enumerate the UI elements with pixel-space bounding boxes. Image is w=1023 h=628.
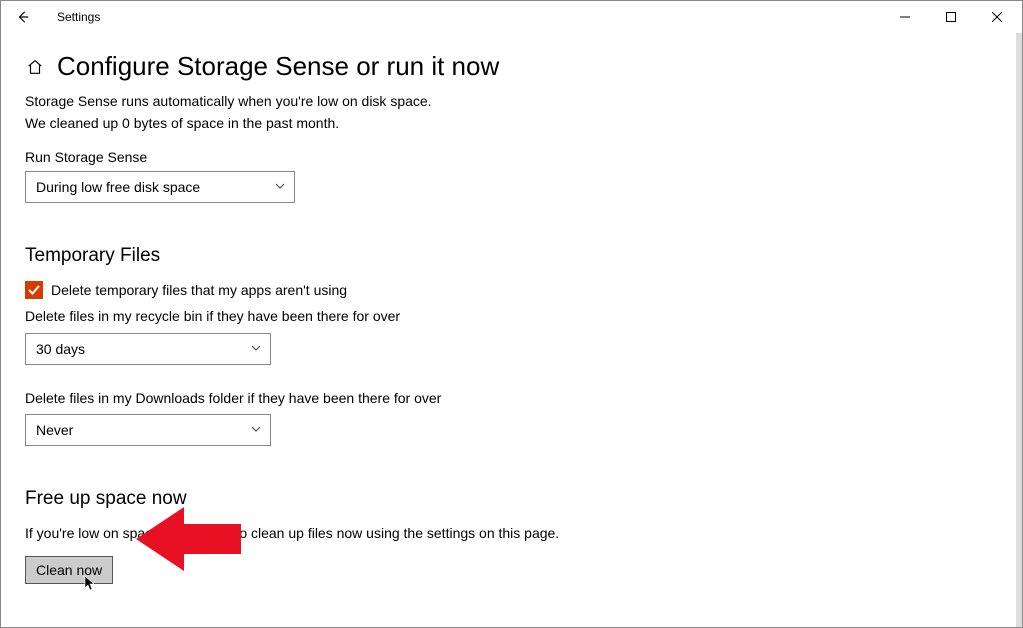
run-storage-sense-dropdown[interactable]: During low free disk space [25, 171, 295, 203]
back-arrow-icon [16, 10, 30, 24]
downloads-value: Never [36, 422, 73, 438]
settings-window: Settings Configure Storage Sense or run … [0, 0, 1023, 628]
minimize-button[interactable] [882, 2, 928, 32]
recycle-bin-value: 30 days [36, 341, 85, 357]
chevron-down-icon [250, 422, 262, 438]
close-icon [992, 12, 1002, 22]
home-icon[interactable] [25, 57, 45, 77]
heading-row: Configure Storage Sense or run it now [25, 51, 998, 82]
checkmark-icon [27, 283, 41, 297]
titlebar: Settings [1, 1, 1022, 33]
maximize-button[interactable] [928, 2, 974, 32]
clean-now-label: Clean now [36, 562, 102, 578]
close-button[interactable] [974, 2, 1020, 32]
maximize-icon [946, 12, 956, 22]
delete-temp-files-checkbox[interactable] [25, 281, 43, 299]
app-title: Settings [57, 10, 100, 24]
page-title: Configure Storage Sense or run it now [57, 51, 499, 82]
downloads-dropdown[interactable]: Never [25, 414, 271, 446]
free-up-space-desc: If you're low on space, we can try to cl… [25, 524, 998, 544]
downloads-label: Delete files in my Downloads folder if t… [25, 389, 998, 409]
intro-text-1: Storage Sense runs automatically when yo… [25, 92, 998, 112]
intro-text-2: We cleaned up 0 bytes of space in the pa… [25, 114, 998, 134]
run-storage-sense-label: Run Storage Sense [25, 149, 998, 165]
run-storage-sense-value: During low free disk space [36, 179, 200, 195]
chevron-down-icon [274, 179, 286, 195]
temporary-files-heading: Temporary Files [25, 245, 998, 267]
minimize-icon [900, 12, 910, 22]
delete-temp-files-label: Delete temporary files that my apps aren… [51, 282, 347, 298]
back-button[interactable] [9, 3, 37, 31]
free-up-space-heading: Free up space now [25, 488, 998, 510]
delete-temp-files-row: Delete temporary files that my apps aren… [25, 281, 998, 299]
recycle-bin-label: Delete files in my recycle bin if they h… [25, 307, 998, 327]
vertical-scrollbar[interactable] [1016, 33, 1022, 627]
clean-now-button[interactable]: Clean now [25, 556, 113, 584]
recycle-bin-dropdown[interactable]: 30 days [25, 333, 271, 365]
chevron-down-icon [250, 341, 262, 357]
content-area: Configure Storage Sense or run it now St… [1, 33, 1022, 608]
